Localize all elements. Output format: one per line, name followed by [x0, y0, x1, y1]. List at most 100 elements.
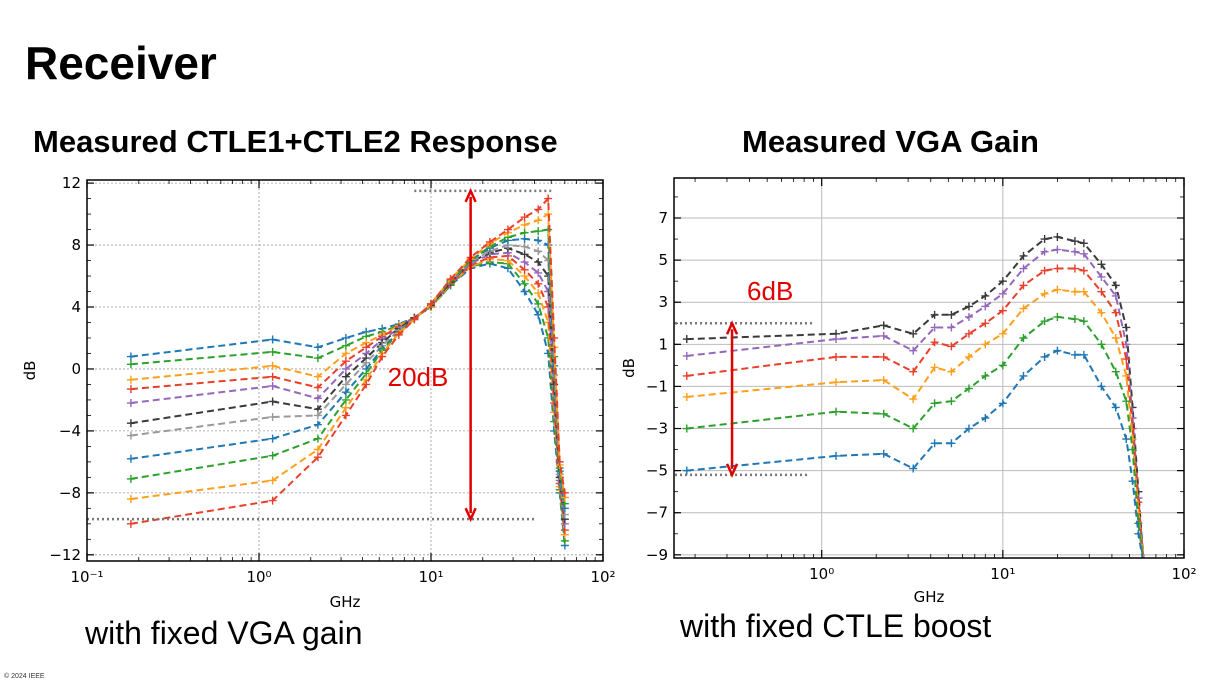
data-point-marker: [341, 388, 350, 397]
data-point-marker: [682, 351, 691, 360]
series-line-2: [686, 267, 1145, 558]
data-point-marker: [268, 335, 277, 344]
x-tick-label: 10⁰: [809, 565, 834, 583]
data-point-marker: [1040, 247, 1049, 256]
series-line-1: [686, 248, 1145, 558]
data-point-marker: [126, 419, 135, 428]
chart-0: 12 8 4 0 −4 −8 −12 10⁻¹ 10⁰ 10¹ 10² GHz dB 20dB: [21, 174, 616, 611]
data-point-marker: [998, 399, 1007, 408]
data-point-marker: [126, 375, 135, 384]
series-line-9: [130, 212, 566, 500]
data-point-marker: [1019, 304, 1028, 313]
series-line-5: [686, 349, 1144, 558]
data-point-marker: [682, 466, 691, 475]
x-tick-label: 10²: [590, 568, 615, 586]
data-point-marker: [1070, 315, 1079, 324]
data-point-marker: [964, 352, 973, 361]
data-point-marker: [520, 258, 529, 267]
arrow-down-icon: [464, 507, 477, 523]
plot-frame: [86, 179, 604, 562]
chart-1: 7 5 3 1 −1 −3 −5 −7 −9 10⁰ 10¹ 10² GHz dB 6dB: [620, 177, 1197, 606]
series-line-4: [130, 251, 566, 524]
x-axis-label: GHz: [330, 593, 361, 611]
data-point-marker: [1053, 346, 1062, 355]
plot-frame: [673, 177, 1185, 559]
x-tick-label: 10⁻¹: [70, 568, 103, 586]
data-point-marker: [520, 220, 529, 229]
chart-title-ctle: Measured CTLE1+CTLE2 Response: [33, 124, 558, 159]
data-point-marker: [1053, 312, 1062, 321]
y-tick-label: −7: [646, 504, 668, 522]
data-point-marker: [909, 367, 918, 376]
data-point-marker: [520, 213, 529, 222]
copyright-notice: © 2024 IEEE: [4, 673, 45, 680]
data-point-marker: [930, 439, 939, 448]
data-point-marker: [534, 258, 543, 267]
data-point-marker: [1079, 287, 1088, 296]
data-point-marker: [341, 411, 350, 420]
data-point-marker: [534, 268, 543, 277]
x-tick-label: 10¹: [990, 565, 1015, 583]
data-point-marker: [1140, 561, 1148, 569]
data-point-marker: [879, 409, 888, 418]
data-point-marker: [981, 414, 990, 422]
data-point-marker: [1070, 350, 1079, 359]
data-point-marker: [534, 236, 543, 245]
data-point-marker: [341, 364, 350, 373]
data-point-marker: [534, 289, 543, 298]
data-point-marker: [341, 341, 350, 350]
data-point-marker: [998, 306, 1007, 315]
data-point-marker: [998, 277, 1007, 286]
data-point-marker: [947, 323, 956, 332]
data-point-marker: [1097, 272, 1106, 281]
data-point-marker: [832, 378, 841, 387]
data-point-marker: [964, 424, 973, 433]
data-point-marker: [832, 335, 841, 344]
y-tick-label: −3: [646, 420, 668, 438]
data-point-marker: [682, 371, 691, 380]
data-point-marker: [1019, 371, 1028, 380]
data-point-marker: [550, 333, 559, 342]
data-point-marker: [268, 347, 277, 356]
data-point-marker: [909, 329, 918, 338]
data-point-marker: [268, 372, 277, 381]
data-point-marker: [1019, 264, 1028, 273]
data-point-marker: [832, 407, 841, 416]
data-point-marker: [1111, 334, 1120, 342]
data-point-marker: [909, 346, 918, 355]
data-point-marker: [341, 380, 350, 389]
data-point-marker: [947, 367, 956, 376]
data-point-marker: [1097, 382, 1106, 391]
arrow-up-icon: [725, 320, 739, 335]
y-tick-label: −9: [646, 546, 668, 564]
data-point-marker: [909, 464, 918, 473]
data-point-marker: [1122, 435, 1131, 444]
data-point-marker: [1079, 350, 1088, 359]
data-point-marker: [682, 335, 691, 344]
data-point-marker: [268, 496, 277, 505]
data-point-marker: [268, 381, 277, 390]
data-point-marker: [930, 323, 939, 332]
data-point-marker: [1040, 352, 1049, 361]
data-point-marker: [1053, 245, 1062, 254]
data-point-marker: [268, 397, 277, 406]
data-point-marker: [947, 397, 956, 406]
series-line-6: [130, 243, 566, 515]
data-point-marker: [832, 451, 841, 460]
data-point-marker: [534, 216, 543, 225]
data-point-marker: [313, 343, 322, 352]
data-point-marker: [534, 279, 543, 288]
data-point-marker: [544, 194, 553, 203]
data-point-marker: [520, 242, 529, 251]
y-tick-label: 0: [71, 360, 81, 378]
data-point-marker: [879, 331, 888, 340]
data-point-marker: [362, 380, 371, 389]
data-point-marker: [930, 338, 939, 347]
data-point-marker: [1122, 355, 1131, 364]
series-group: [682, 232, 1148, 569]
data-point-marker: [520, 228, 529, 237]
data-point-marker: [1040, 235, 1049, 244]
data-point-marker: [268, 451, 277, 460]
data-point-marker: [394, 330, 403, 339]
